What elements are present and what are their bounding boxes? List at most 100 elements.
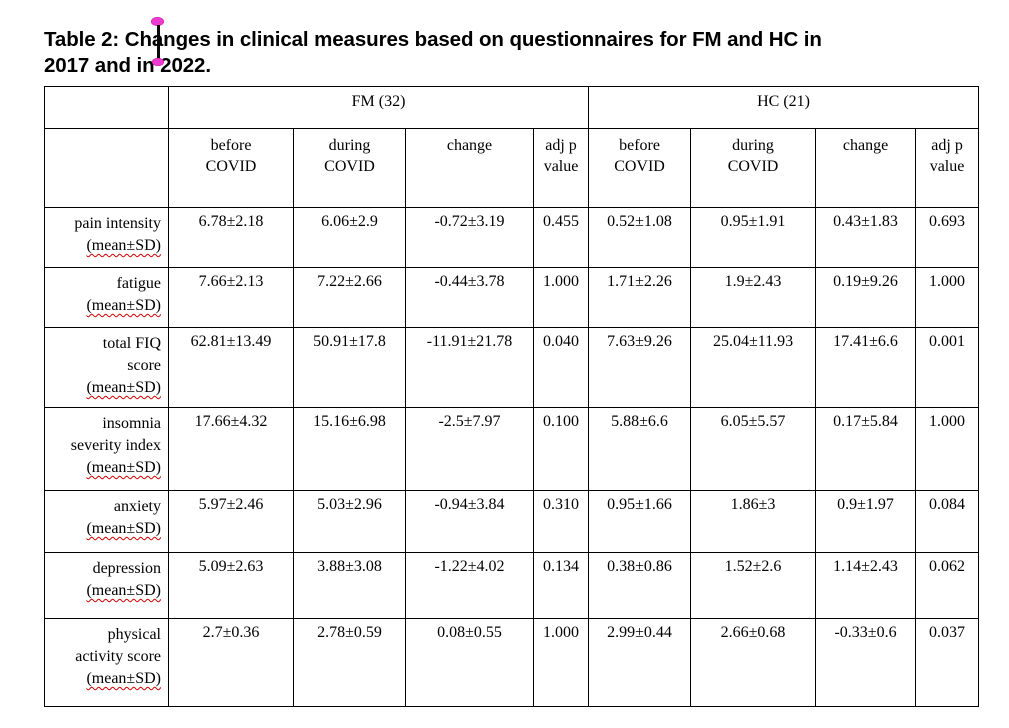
col-header-hc-change: change [815,128,917,208]
table-row: physical activity score (mean±SD) 2.7±0.… [44,618,980,707]
row-label: pain intensity (mean±SD) [44,207,169,268]
row-label-text: depression [92,560,161,577]
row-label-text: pain intensity [74,215,161,232]
col-header-fm-before: before COVID [168,128,294,208]
group-header-hc: HC (21) [588,86,980,129]
row-label: insomnia severity index (mean±SD) [44,407,169,491]
row-label-text: physical activity score [75,626,161,665]
data-cell: -11.91±21.78 [405,327,534,408]
data-cell: 17.66±4.32 [168,407,294,491]
text-cursor [150,17,167,67]
row-label-text: insomnia severity index [70,415,161,454]
row-label-note: (mean±SD) [86,379,161,396]
data-cell: 0.19±9.26 [815,267,917,328]
data-cell: 0.134 [532,552,590,619]
data-cell: 0.38±0.86 [588,552,692,619]
data-cell: 50.91±17.8 [293,327,406,408]
data-cell: -0.72±3.19 [405,207,534,268]
data-cell: 0.9±1.97 [815,490,917,553]
selection-handle-bottom-icon[interactable] [152,58,164,66]
data-cell: 2.99±0.44 [588,618,692,707]
row-label-note: (mean±SD) [86,670,161,687]
data-cell: 3.88±3.08 [293,552,406,619]
data-cell: -0.94±3.84 [405,490,534,553]
group-header-fm: FM (32) [167,86,590,129]
data-cell: 0.062 [915,552,980,619]
data-cell: 0.100 [532,407,590,491]
row-label: depression (mean±SD) [44,552,169,619]
data-cell: 6.05±5.57 [690,407,817,491]
data-cell: 62.81±13.49 [168,327,294,408]
clinical-measures-table: FM (32) HC (21) before COVID during COVI… [44,86,980,707]
col-header-hc-during: during COVID [690,128,817,208]
row-label-note: (mean±SD) [86,237,161,254]
data-cell: 15.16±6.98 [293,407,406,491]
data-cell: 0.040 [532,327,590,408]
data-cell: 1.52±2.6 [690,552,817,619]
data-cell: 1.000 [915,267,980,328]
data-cell: 5.88±6.6 [588,407,692,491]
table-row: depression (mean±SD) 5.09±2.63 3.88±3.08… [44,552,980,619]
col-header-hc-adjp: adj p value [915,128,980,208]
caret-line [157,25,160,60]
data-cell: 1.000 [532,618,590,707]
data-cell: -0.44±3.78 [405,267,534,328]
data-cell: 1.9±2.43 [690,267,817,328]
col-header-fm-adjp: adj p value [532,128,590,208]
data-cell: -1.22±4.02 [405,552,534,619]
data-cell: 17.41±6.6 [815,327,917,408]
data-cell: 5.03±2.96 [293,490,406,553]
col-header-fm-change: change [405,128,534,208]
table-row: insomnia severity index (mean±SD) 17.66±… [44,407,980,491]
row-label-text: anxiety [113,498,161,515]
col-header-fm-during: during COVID [293,128,406,208]
data-cell: 6.78±2.18 [168,207,294,268]
data-cell: 25.04±11.93 [690,327,817,408]
table-row: fatigue (mean±SD) 7.66±2.13 7.22±2.66 -0… [44,267,980,328]
row-label-note: (mean±SD) [86,459,161,476]
column-header-row: before COVID during COVID change adj p v… [44,128,980,208]
data-cell: 0.52±1.08 [588,207,692,268]
selection-handle-top-icon[interactable] [151,17,164,26]
data-cell: 7.22±2.66 [293,267,406,328]
data-cell: 2.78±0.59 [293,618,406,707]
table-caption: Table 2: Changes in clinical measures ba… [44,28,822,77]
row-label: anxiety (mean±SD) [44,490,169,553]
row-label-text: total FIQ score [102,335,161,374]
empty-stub-cell [44,86,169,129]
data-cell: 0.455 [532,207,590,268]
table-row: total FIQ score (mean±SD) 62.81±13.49 50… [44,327,980,408]
data-cell: 0.693 [915,207,980,268]
data-cell: 5.09±2.63 [168,552,294,619]
data-cell: 5.97±2.46 [168,490,294,553]
data-cell: 0.084 [915,490,980,553]
data-cell: 2.66±0.68 [690,618,817,707]
data-cell: 1.000 [915,407,980,491]
data-cell: 0.95±1.91 [690,207,817,268]
data-cell: 1.000 [532,267,590,328]
data-cell: 0.08±0.55 [405,618,534,707]
data-cell: 6.06±2.9 [293,207,406,268]
data-cell: -2.5±7.97 [405,407,534,491]
group-header-row: FM (32) HC (21) [44,86,980,129]
table-row: pain intensity (mean±SD) 6.78±2.18 6.06±… [44,207,980,268]
data-cell: 1.71±2.26 [588,267,692,328]
empty-stub-cell [44,128,169,208]
row-label-note: (mean±SD) [86,297,161,314]
col-header-hc-before: before COVID [588,128,692,208]
data-cell: 1.14±2.43 [815,552,917,619]
data-cell: 7.63±9.26 [588,327,692,408]
data-cell: 7.66±2.13 [168,267,294,328]
row-label-text: fatigue [116,275,161,292]
row-label-note: (mean±SD) [86,520,161,537]
data-cell: 0.037 [915,618,980,707]
row-label: physical activity score (mean±SD) [44,618,169,707]
row-label: fatigue (mean±SD) [44,267,169,328]
row-label-note: (mean±SD) [86,582,161,599]
data-cell: -0.33±0.6 [815,618,917,707]
data-cell: 2.7±0.36 [168,618,294,707]
row-label: total FIQ score (mean±SD) [44,327,169,408]
table-row: anxiety (mean±SD) 5.97±2.46 5.03±2.96 -0… [44,490,980,553]
data-cell: 1.86±3 [690,490,817,553]
data-cell: 0.43±1.83 [815,207,917,268]
